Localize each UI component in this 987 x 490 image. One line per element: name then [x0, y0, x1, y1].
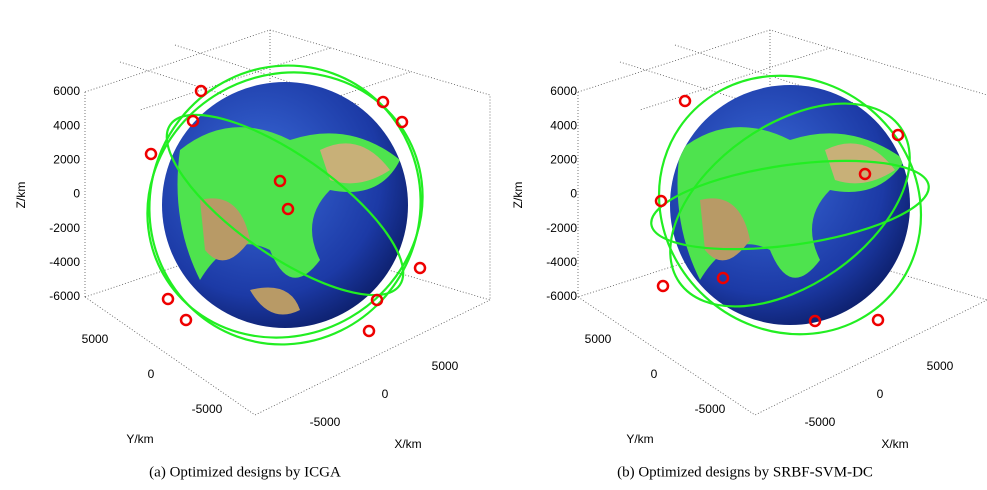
z-tick-label: 2000: [53, 153, 80, 167]
x-axis-label: X/km: [394, 437, 421, 451]
x-tick-label: 0: [382, 387, 389, 401]
z-axis-label: Z/km: [14, 182, 28, 209]
z-tick-label: 4000: [53, 118, 80, 132]
x-tick-label: 5000: [432, 359, 459, 373]
y-axis-label: Y/km: [626, 432, 653, 446]
z-tick-label: 4000: [550, 118, 577, 132]
panel: [85, 22, 490, 415]
z-tick-label: -4000: [49, 255, 80, 269]
y-tick-label: 0: [651, 367, 658, 381]
y-tick-label: 5000: [82, 332, 109, 346]
z-tick-label: -6000: [546, 289, 577, 303]
y-tick-label: -5000: [695, 402, 726, 416]
z-tick-label: -2000: [546, 221, 577, 235]
x-tick-label: 0: [877, 387, 884, 401]
y-tick-label: 0: [148, 367, 155, 381]
x-axis-label: X/km: [881, 437, 908, 451]
z-tick-label: -4000: [546, 255, 577, 269]
panel: [578, 22, 987, 415]
caption: (b) Optimized designs by SRBF-SVM-DC: [617, 464, 873, 480]
x-tick-label: 5000: [927, 359, 954, 373]
z-tick-label: 6000: [550, 84, 577, 98]
z-tick-label: -6000: [49, 289, 80, 303]
x-tick-label: -5000: [310, 415, 341, 429]
figure: 6000 4000 2000 0 -2000 -4000 -6000 5000 0 -5000 -5…: [0, 0, 987, 490]
z-tick-label: 2000: [550, 153, 577, 167]
y-axis-label: Y/km: [126, 432, 153, 446]
z-axis-label: Z/km: [511, 182, 525, 209]
y-tick-label: -5000: [192, 402, 223, 416]
y-tick-label: 5000: [585, 332, 612, 346]
z-tick-label: 0: [73, 187, 80, 201]
z-tick-label: 0: [570, 187, 577, 201]
z-tick-label: -2000: [49, 221, 80, 235]
caption: (a) Optimized designs by ICGA: [149, 464, 341, 480]
z-tick-label: 6000: [53, 84, 80, 98]
x-tick-label: -5000: [805, 415, 836, 429]
